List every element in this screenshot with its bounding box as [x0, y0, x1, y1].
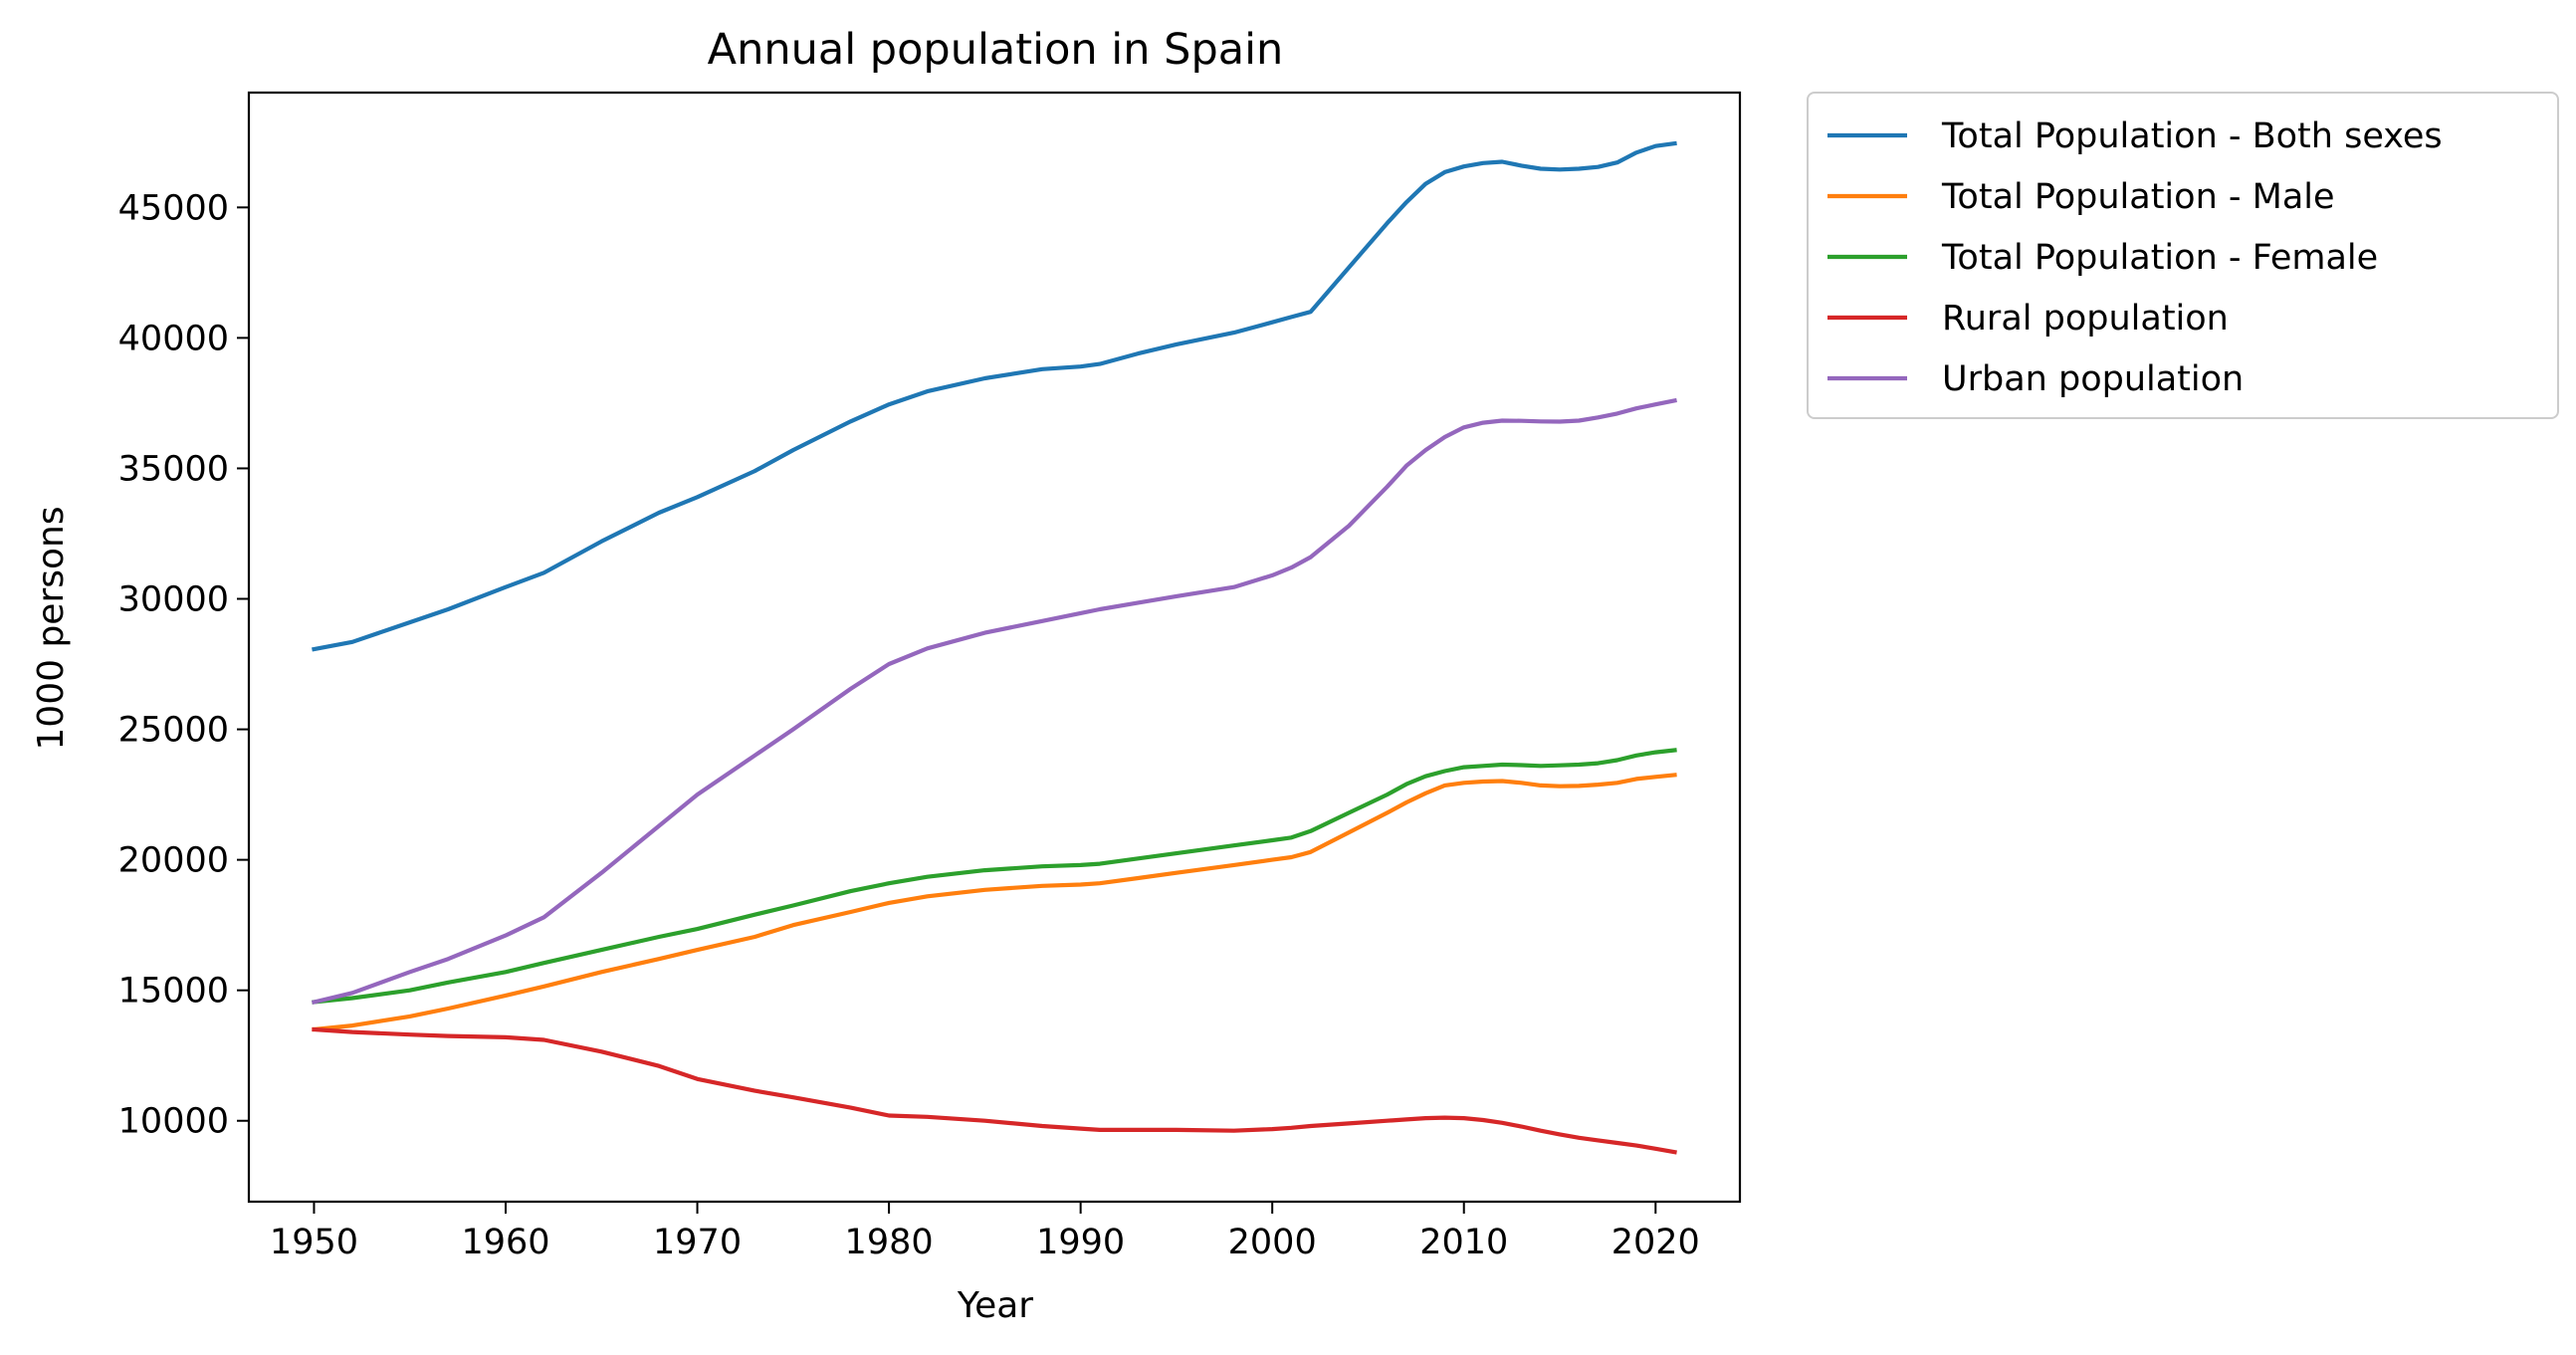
x-tick-label: 1970	[653, 1223, 742, 1262]
legend-box	[1807, 92, 2559, 419]
legend-entry-0: Total Population - Both sexes	[1941, 116, 2443, 156]
legend-entry-3: Rural population	[1942, 299, 2229, 339]
legend: Total Population - Both sexes Total Popul…	[1807, 92, 2559, 419]
x-tick-label: 1980	[845, 1223, 934, 1262]
legend-entry-1: Total Population - Male	[1941, 177, 2335, 217]
y-tick-label: 20000	[118, 841, 229, 881]
legend-entry-4: Urban population	[1942, 359, 2244, 399]
legend-entry-2: Total Population - Female	[1941, 238, 2378, 278]
x-tick-label: 1990	[1036, 1223, 1125, 1262]
series-line-3	[312, 1026, 1677, 1155]
series-line-1	[312, 773, 1677, 1032]
y-tick-label: 45000	[118, 188, 229, 228]
x-axis: 1950 1960 1970 1980 1990 2000 2010 2020	[270, 1202, 1700, 1262]
x-tick-label: 2000	[1228, 1223, 1317, 1262]
plot-area-frame	[247, 91, 1742, 1204]
y-tick-label: 30000	[118, 580, 229, 620]
y-axis: 10000 15000 20000 25000 30000 35000 40000 45000	[118, 188, 249, 1142]
x-tick-label: 2020	[1611, 1223, 1700, 1262]
x-tick-label: 1950	[270, 1223, 358, 1262]
y-tick-label: 25000	[118, 711, 229, 751]
x-axis-label: Year	[957, 1285, 1033, 1326]
y-axis-label: 1000 persons	[31, 506, 72, 750]
y-tick-label: 15000	[118, 972, 229, 1012]
x-tick-label: 2010	[1419, 1223, 1508, 1262]
series-line-2	[312, 748, 1677, 1005]
series-line-4	[311, 397, 1677, 1006]
y-tick-label: 35000	[118, 449, 229, 489]
y-tick-label: 10000	[118, 1102, 229, 1142]
chart-title: Annual population in Spain	[708, 25, 1284, 75]
x-tick-label: 1960	[461, 1223, 549, 1262]
y-tick-label: 40000	[118, 319, 229, 358]
series-line-0	[312, 140, 1677, 652]
